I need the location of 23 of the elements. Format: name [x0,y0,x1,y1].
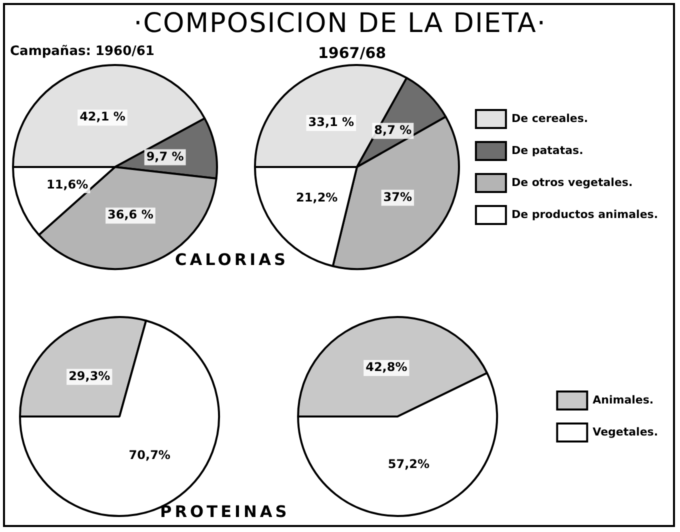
data-label: 11,6% [46,177,88,192]
legend-label: Vegetales. [592,425,658,438]
chart-subtitle: 1967/68 [318,44,386,62]
data-label: 42,1 % [80,110,126,124]
data-label: 21,2% [296,190,338,205]
text: PROTEINAS [160,502,290,521]
legend-label: De patatas. [511,144,584,157]
data-label: 9,7 % [146,149,184,164]
legend-label: De otros vegetales. [511,176,633,189]
data-label: 70,7% [128,448,170,462]
data-label: 29,3% [68,369,110,384]
text: ·COMPOSICION DE LA DIETA· [132,8,548,39]
legend-label: Animales. [592,393,654,406]
data-label: 57,2% [388,457,430,472]
legend-label: De cereales. [511,112,588,125]
data-label: 37% [383,190,412,204]
data-label: 42,8% [366,360,408,374]
chart-subtitle: Campañas: 1960/61 [10,44,154,59]
data-label: 8,7 % [374,122,412,137]
data-label: 33,1 % [308,115,354,130]
text: CALORIAS [175,250,289,269]
data-label: 36,6 % [108,208,154,222]
legend-label: De productos animales. [511,208,658,221]
